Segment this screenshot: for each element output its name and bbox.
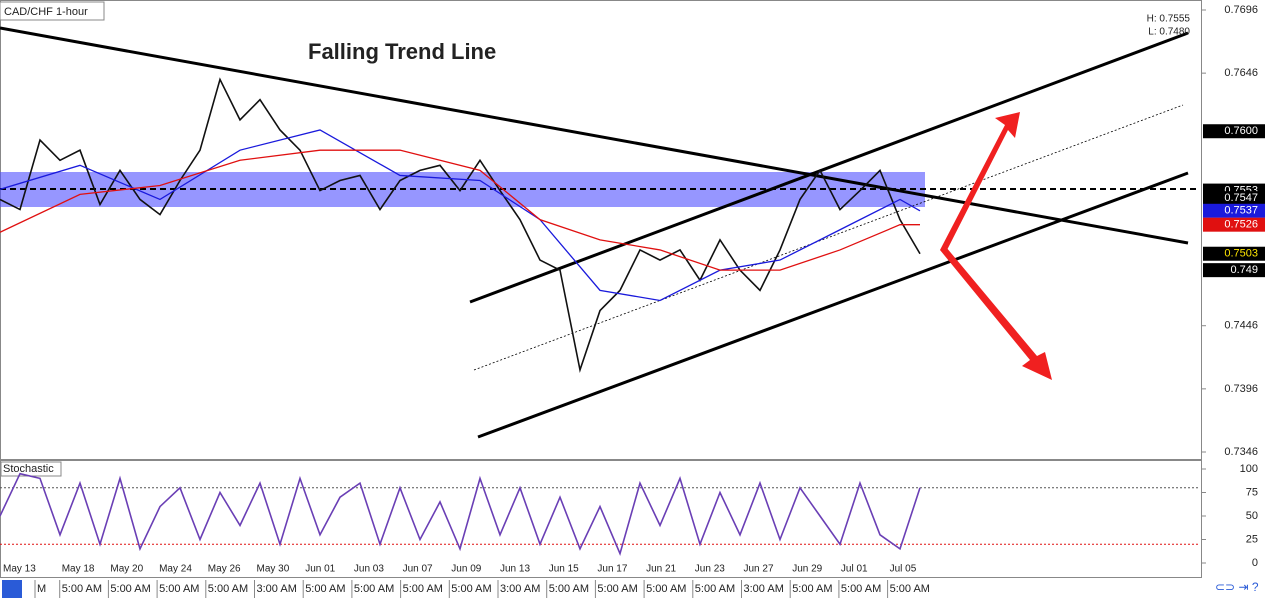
high-label: H: 0.7555: [1147, 14, 1191, 25]
x-date-label: Jun 21: [646, 564, 676, 575]
price-tag: [1203, 191, 1265, 206]
x-time-label: 5:00 AM: [451, 583, 491, 595]
up-arrow: [940, 112, 1020, 252]
x-date-label: Jun 09: [451, 564, 481, 575]
x-date-label: Jun 07: [403, 564, 433, 575]
x-date-label: Jun 15: [549, 564, 579, 575]
x-time-label: 5:00 AM: [159, 583, 199, 595]
x-date-label: May 30: [257, 564, 290, 575]
down-arrow: [940, 247, 1052, 380]
y-tick-label: 0.7696: [1224, 4, 1258, 16]
annotation: Falling Trend Line: [308, 39, 496, 64]
y-tick-label: 0.7646: [1224, 67, 1258, 79]
channel-top: [469, 31, 1189, 304]
y-tick-label: 100: [1240, 463, 1258, 475]
y-tick-label: 0.7446: [1224, 320, 1258, 332]
y-tick-label: 0: [1252, 557, 1258, 569]
x-date-label: Jul 01: [841, 564, 868, 575]
x-time-label: 3:00 AM: [500, 583, 540, 595]
main-frame: [0, 0, 1202, 460]
price-tag: [1203, 246, 1265, 261]
y-tick-label: 75: [1246, 486, 1258, 498]
x-time-label: 5:00 AM: [890, 583, 930, 595]
y-tick-label: 0.7346: [1224, 446, 1258, 458]
x-date-label: Jun 13: [500, 564, 530, 575]
y-tick-label: 50: [1246, 510, 1258, 522]
channel-bottom: [477, 171, 1189, 439]
x-date-label: May 24: [159, 564, 192, 575]
x-time-label: 5:00 AM: [695, 583, 735, 595]
x-date-label: May 26: [208, 564, 241, 575]
x-time-label: 5:00 AM: [646, 583, 686, 595]
series-line: [0, 149, 920, 271]
series-line: [0, 472, 921, 556]
x-time-label: 5:00 AM: [841, 583, 881, 595]
price-tag-label: 0.749: [1230, 264, 1258, 276]
x-time-label: 3:00 AM: [744, 583, 784, 595]
x-time-label: 5:00 AM: [62, 583, 102, 595]
x-time-label: 5:00 AM: [110, 583, 150, 595]
price-tag: [1203, 217, 1265, 232]
x-date-label: May 20: [110, 564, 143, 575]
x-time-label: M: [37, 583, 46, 595]
x-time-label: 5:00 AM: [549, 583, 589, 595]
price-tag: [1203, 203, 1265, 218]
x-date-label: May 18: [62, 564, 95, 575]
x-date-label: Jun 01: [305, 564, 335, 575]
price-tag-label: 0.7547: [1224, 192, 1258, 204]
title-box: [0, 1, 105, 21]
series-line: [0, 77, 921, 374]
price-tag: [1203, 263, 1265, 278]
menu-icon[interactable]: [2, 580, 22, 598]
x-date-label: Jul 05: [890, 564, 917, 575]
stoch-frame: [0, 460, 1202, 578]
x-date-label: Jun 17: [597, 564, 627, 575]
x-time-label: 3:00 AM: [257, 583, 297, 595]
price-tag: [1203, 124, 1265, 139]
x-time-label: 5:00 AM: [792, 583, 832, 595]
y-tick-label: 0.7396: [1224, 383, 1258, 395]
x-time-label: 5:00 AM: [354, 583, 394, 595]
x-time-label: 5:00 AM: [597, 583, 637, 595]
tool-icons[interactable]: ⊂⊃ ⇥ ?: [1215, 580, 1259, 594]
chart-title: CAD/CHF 1-hour: [4, 6, 88, 18]
x-time-label: 5:00 AM: [208, 583, 248, 595]
x-date-label: Jun 03: [354, 564, 384, 575]
stoch-title: Stochastic: [3, 463, 54, 475]
x-date-label: May 13: [3, 564, 36, 575]
price-tag-label: 0.7503: [1224, 248, 1258, 260]
falling-trend-line: [0, 26, 1189, 245]
y-tick-label: 25: [1246, 533, 1258, 545]
price-tag-label: 0.7600: [1224, 125, 1258, 137]
x-time-label: 5:00 AM: [305, 583, 345, 595]
x-date-label: Jun 29: [792, 564, 822, 575]
x-date-label: Jun 23: [695, 564, 725, 575]
low-label: L: 0.7480: [1148, 27, 1190, 38]
x-time-label: 5:00 AM: [403, 583, 443, 595]
price-tag-label: 0.7537: [1224, 205, 1258, 217]
price-tag-label: 0.7526: [1224, 219, 1258, 231]
x-date-label: Jun 27: [744, 564, 774, 575]
